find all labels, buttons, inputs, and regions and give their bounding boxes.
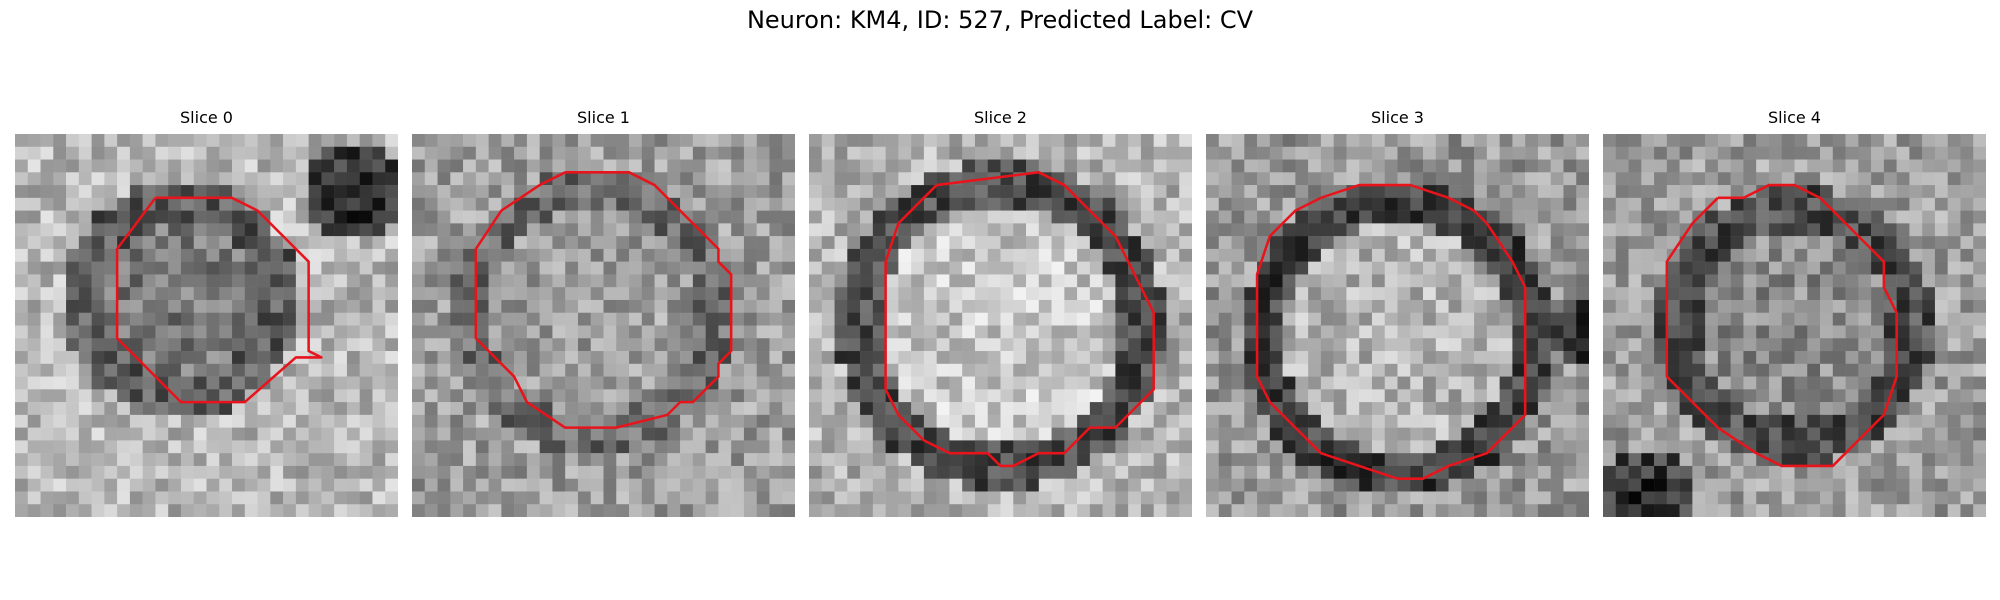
slice-panel-2: Slice 2	[809, 108, 1192, 518]
slice-pixels	[809, 134, 1192, 517]
slice-title-3: Slice 3	[1206, 108, 1589, 127]
slice-image-2	[809, 134, 1192, 517]
slice-pixels	[1603, 134, 1986, 517]
slice-panel-1: Slice 1	[412, 108, 795, 518]
slice-title-2: Slice 2	[809, 108, 1192, 127]
slice-panel-3: Slice 3	[1206, 108, 1589, 518]
slice-image-0	[15, 134, 398, 517]
slice-image-3	[1206, 134, 1589, 517]
slice-panel-4: Slice 4	[1603, 108, 1986, 518]
slice-pixels	[412, 134, 795, 517]
slice-title-4: Slice 4	[1603, 108, 1986, 127]
slice-pixels	[15, 134, 398, 517]
figure-title: Neuron: KM4, ID: 527, Predicted Label: C…	[0, 6, 2000, 34]
slice-image-1	[412, 134, 795, 517]
slice-title-1: Slice 1	[412, 108, 795, 127]
slice-panel-0: Slice 0	[15, 108, 398, 518]
slice-pixels	[1206, 134, 1589, 517]
slice-title-0: Slice 0	[15, 108, 398, 127]
slice-image-4	[1603, 134, 1986, 517]
